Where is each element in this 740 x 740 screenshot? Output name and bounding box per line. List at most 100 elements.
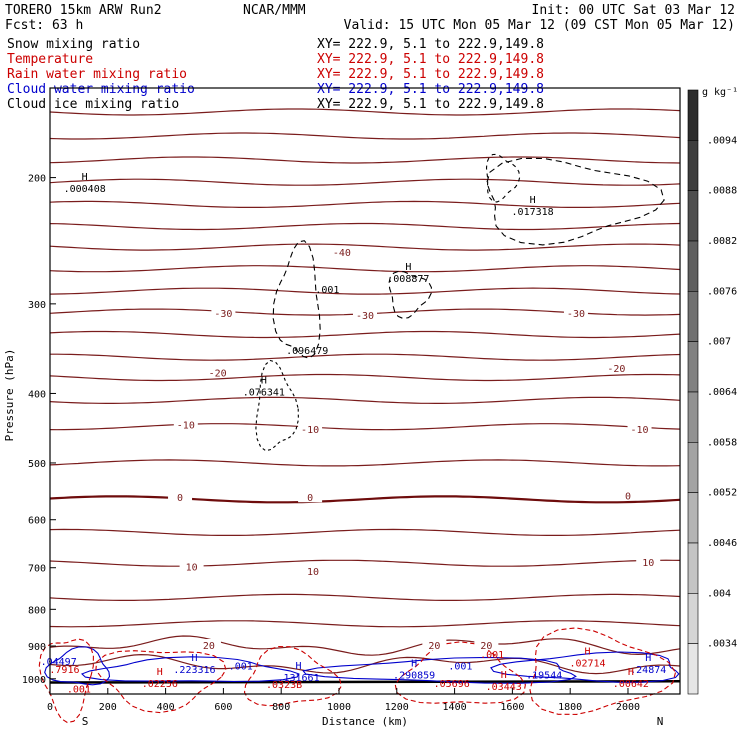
isotherm-line [49,620,681,628]
legend-field-xy: XY= 222.9, 5.1 to 222.9,149.8 [317,37,544,52]
ice-contour [485,153,521,203]
temp-label: -20 [209,368,227,379]
isotherm-layer [49,108,681,684]
isotherm-line [49,156,681,164]
extremum-value: .24874 [630,665,666,676]
extremum-value: .096479 [286,346,328,357]
temp-label-bg [474,638,499,650]
colorbar-swatch [687,643,699,695]
colorbar-swatch [687,291,699,342]
extremum-marker: H [628,667,634,678]
isotherm-line [49,287,681,295]
y-tick-label: 300 [28,300,46,311]
isotherm-line [49,559,681,567]
extremum-marker: H [296,661,302,672]
extremum-marker: H [261,375,267,386]
extremum-value: .04497 [41,657,77,668]
x-tick-label: 800 [272,702,290,713]
rain-contour [529,627,677,715]
extremum-marker: H [411,659,417,670]
temp-label-bg [173,418,198,430]
y-tick-label: 900 [28,642,46,653]
temp-label: 0 [307,493,313,504]
y-tick-label: 500 [28,459,46,470]
legend-field-xy: XY= 222.9, 5.1 to 222.9,149.8 [317,82,544,97]
colorbar-tick-label: .007 [707,337,731,348]
temp-label-bg [422,638,447,650]
y-tick-label: 400 [28,389,46,400]
extremum-value: .00642 [613,679,649,690]
extremum-value: .001 [67,684,91,695]
cloud-contour-layer [38,153,680,724]
extremum-value: .7916 [49,665,79,676]
temp-label: -20 [607,364,625,375]
x-tick-label: 1800 [558,702,582,713]
temp-label: -10 [631,425,649,436]
rain-contour [394,641,526,704]
extremum-value: .03443 [486,682,522,693]
valid-time: Valid: 15 UTC Mon 05 Mar 12 (09 CST Mon … [344,18,735,33]
colorbar: .0094 .0088 .0082 .0076 .007 .0064 .0058 .0052.… [687,87,738,695]
axes: 0 200 400 600 800 1000 1200 1400 1600 1800 2000200… [22,87,681,713]
temp-label-bg [627,423,652,435]
temp-label-bg [179,560,204,572]
legend-field-name: Snow mixing ratio [7,37,140,52]
temp-label: -30 [356,311,374,322]
temp-label: 0 [177,493,183,504]
extremum-marker: H [585,646,591,657]
extremum-value: .017318 [512,207,554,218]
colorbar-tick-label: .0052 [707,488,737,499]
isotherm-line [49,653,681,675]
extremum-value: .001 [448,662,472,673]
org-label: NCAR/MMM [243,3,306,18]
y-tick-label: 800 [28,605,46,616]
isotherm-line [49,178,681,186]
north-end-label: N [657,715,664,728]
temp-label: 20 [203,641,215,652]
colorbar-swatch [687,442,699,493]
temp-label: 20 [480,641,492,652]
temp-label-bg [196,638,221,650]
temp-label-bg [300,565,325,577]
y-tick-label: 200 [28,174,46,185]
isotherm-line [49,593,681,601]
legend-field-name: Temperature [7,52,93,67]
isotherm-line [49,373,681,382]
temp-label-bg [636,556,661,568]
y-tick-label: 700 [28,564,46,575]
extremum-value: .290859 [393,671,435,682]
temp-label: -10 [301,425,319,436]
isotherm-line [49,200,681,208]
isotherm-line [49,495,681,504]
y-tick-label: 600 [28,516,46,527]
extremum-value: .001 [315,285,339,296]
temp-label-bg [205,366,230,378]
colorbar-tick-label: .0058 [707,437,737,448]
extremum-marker: H [530,195,536,206]
ice-contour [486,157,665,246]
temp-label: 10 [642,558,654,569]
south-end-label: S [82,715,89,728]
extremum-value: .008877 [387,274,429,285]
isotherm-line [49,108,681,116]
colorbar-swatch [687,593,699,644]
y-axis-title: Pressure (hPa) [3,349,16,442]
isotherm-line [49,396,681,404]
cloud-water-contour [490,651,680,683]
colorbar-unit: g kg⁻¹ [702,87,738,98]
colorbar-tick-label: .004 [707,588,731,599]
colorbar-tick-label: .0064 [707,387,737,398]
extremum-value: .02256 [142,679,178,690]
extremum-value: .131661 [277,673,319,684]
extremum-marker: H [82,172,88,183]
extremum-value: .223316 [173,665,215,676]
cloud-water-contour [80,656,300,683]
model-title: TORERO 15km ARW Run2 [5,3,162,18]
ice-contour [272,240,321,359]
x-tick-label: 200 [99,702,117,713]
extremum-value: .0323B [266,680,302,691]
temp-label: 10 [307,567,319,578]
colorbar-tick-label: .0082 [707,236,737,247]
extremum-value: .000408 [64,184,106,195]
